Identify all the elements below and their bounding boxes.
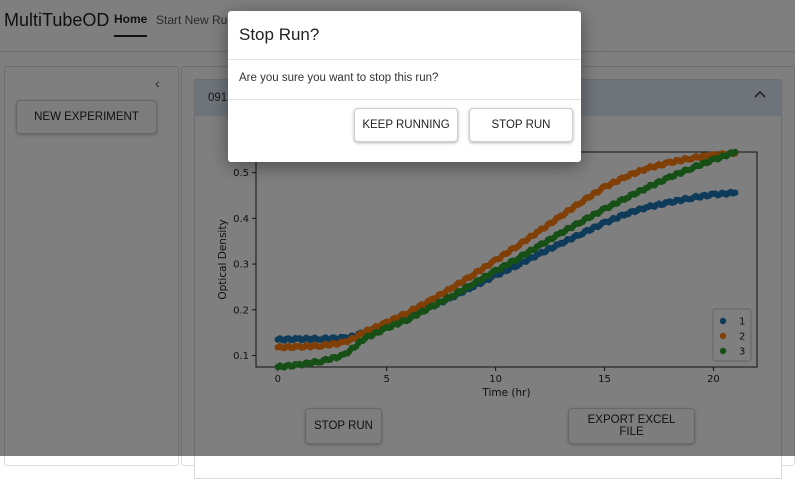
dialog-divider bbox=[228, 99, 581, 100]
dialog-title: Stop Run? bbox=[239, 25, 320, 44]
keep-running-button[interactable]: KEEP RUNNING bbox=[354, 108, 458, 142]
confirm-stop-run-button[interactable]: STOP RUN bbox=[469, 108, 573, 142]
stop-run-dialog: Stop Run? Are you sure you want to stop … bbox=[228, 11, 581, 162]
dialog-message: Are you sure you want to stop this run? bbox=[239, 72, 439, 84]
dialog-divider bbox=[228, 59, 581, 60]
